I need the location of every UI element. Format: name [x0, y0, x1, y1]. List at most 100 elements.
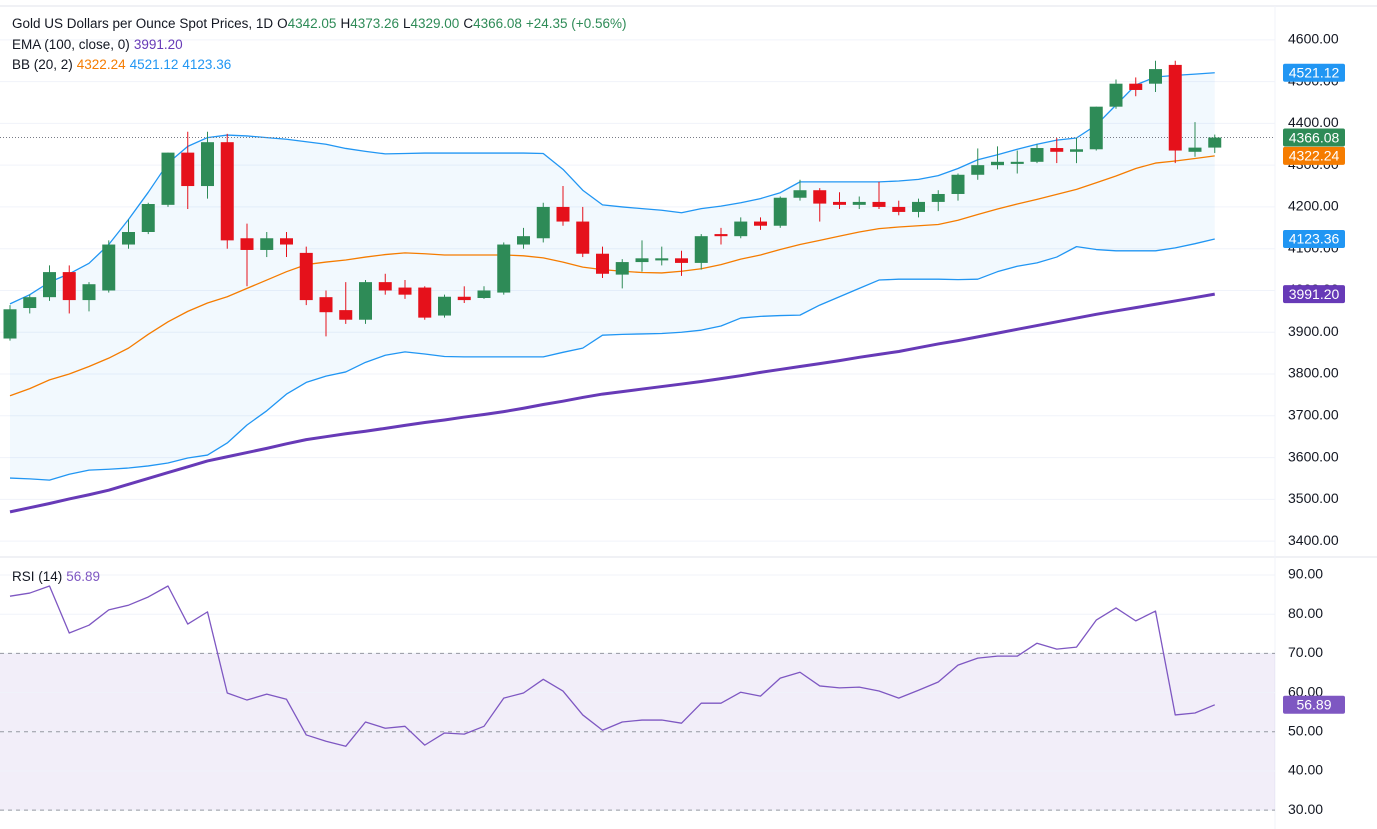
candle-body [398, 287, 412, 295]
header-line: Gold US Dollars per Ounce Spot Prices, 1… [12, 16, 630, 31]
price-badge [1283, 285, 1345, 304]
candle-body [438, 296, 451, 316]
y-tick-label: 4400.00 [1288, 114, 1339, 130]
price-badge [1283, 229, 1345, 248]
candle-body [813, 190, 827, 204]
candle-body [1109, 83, 1123, 107]
candle-body [82, 284, 96, 301]
ohlc-key: H [340, 16, 351, 31]
y-tick-label: 60.00 [1288, 683, 1323, 699]
candle-body [536, 206, 550, 239]
candle-body [161, 152, 175, 205]
y-tick-label: 4200.00 [1288, 198, 1339, 214]
price-badge-label: 3991.20 [1289, 286, 1340, 302]
ohlc-key: L [403, 16, 411, 31]
candle-body [319, 297, 333, 313]
ohlc-key: O [277, 16, 288, 31]
ohlc-value: 4366.08 [473, 16, 522, 31]
y-tick-label: 3900.00 [1288, 323, 1339, 339]
y-tick-label: 80.00 [1288, 605, 1323, 621]
candle-body [971, 165, 985, 175]
price-badge [1283, 146, 1345, 165]
candle-body [299, 252, 313, 301]
indicator-line [9, 292, 1216, 514]
candle-body [62, 272, 76, 301]
candle-body [1010, 161, 1024, 164]
price-badge [1283, 128, 1345, 147]
ohlc-value: 4373.26 [350, 16, 399, 31]
candle-body [754, 221, 767, 226]
candle-body [793, 190, 807, 198]
candle-body [43, 272, 56, 298]
indicator-label: EMA (100, close, 0) [12, 37, 130, 52]
candle-body [833, 201, 846, 205]
y-tick-label: 3500.00 [1288, 490, 1339, 506]
candle-body [931, 193, 945, 202]
candle-body [596, 253, 609, 274]
header-line: RSI (14) 56.89 [12, 569, 104, 584]
price-badge-label: 4366.08 [1289, 129, 1340, 145]
candle-body [141, 204, 155, 232]
indicator-label: BB (20, 2) [12, 57, 73, 72]
rsi-line [9, 585, 1215, 747]
candle-body [378, 282, 392, 291]
indicator-value: 3991.20 [133, 37, 183, 52]
y-tick-label: 3400.00 [1288, 532, 1339, 548]
candle-body [1089, 106, 1103, 150]
candle-body [1129, 83, 1143, 90]
price-badge-label: 4123.36 [1289, 231, 1340, 247]
ohlc-value: 4342.05 [287, 16, 337, 31]
price-badge [1283, 63, 1345, 82]
candle-body [181, 152, 195, 187]
candle-body [1050, 148, 1064, 152]
candle-body [1168, 64, 1182, 151]
candle-body [773, 197, 787, 226]
candle-body [872, 201, 886, 207]
candle-body [714, 234, 728, 237]
y-tick-label: 30.00 [1288, 801, 1323, 817]
candle-body [497, 244, 511, 293]
indicator-line [9, 238, 1215, 481]
candle-body [201, 142, 214, 187]
candle-body [457, 296, 471, 301]
y-tick-label: 40.00 [1288, 762, 1323, 778]
candle-body [517, 236, 530, 245]
candle-body [576, 221, 590, 254]
candle-body [102, 244, 116, 291]
candle-body [477, 290, 491, 299]
candle-body [615, 262, 629, 275]
y-tick-label: 90.00 [1288, 566, 1323, 582]
indicator-label: RSI (14) [12, 569, 63, 584]
candle-body [556, 206, 570, 222]
candle-body [655, 258, 669, 261]
price-badge-label: 56.89 [1296, 697, 1331, 713]
candle-body [951, 174, 965, 194]
candle-body [339, 310, 353, 320]
candle-body [892, 206, 906, 212]
chart-title: Gold US Dollars per Ounce Spot Prices, 1… [12, 16, 274, 31]
candle-body [359, 282, 372, 320]
candle-body [260, 238, 274, 250]
candle-body [122, 231, 135, 245]
y-tick-label: 3800.00 [1288, 365, 1339, 381]
ohlc-value: 4329.00 [410, 16, 460, 31]
price-change: +24.35 (+0.56%) [525, 16, 627, 31]
price-badge-label: 4521.12 [1289, 64, 1340, 80]
bb-fill [10, 72, 1215, 481]
candle-body [1030, 148, 1044, 162]
price-badge-label: 4322.24 [1289, 148, 1340, 164]
candle-body [220, 142, 234, 241]
ohlc-key: C [463, 16, 474, 31]
y-tick-label: 70.00 [1288, 644, 1323, 660]
header-line: BB (20, 2) 4322.24 4521.12 4123.36 [12, 57, 235, 72]
y-tick-label: 50.00 [1288, 723, 1323, 739]
y-tick-label: 4600.00 [1288, 31, 1339, 47]
header-line: EMA (100, close, 0) 3991.20 [12, 37, 187, 52]
candle-body [240, 238, 254, 250]
candle-body [675, 258, 688, 263]
candle-body [1188, 147, 1202, 152]
indicator-value: 4521.12 [129, 57, 179, 72]
candle-body [1208, 137, 1222, 148]
candle-body [912, 201, 925, 212]
